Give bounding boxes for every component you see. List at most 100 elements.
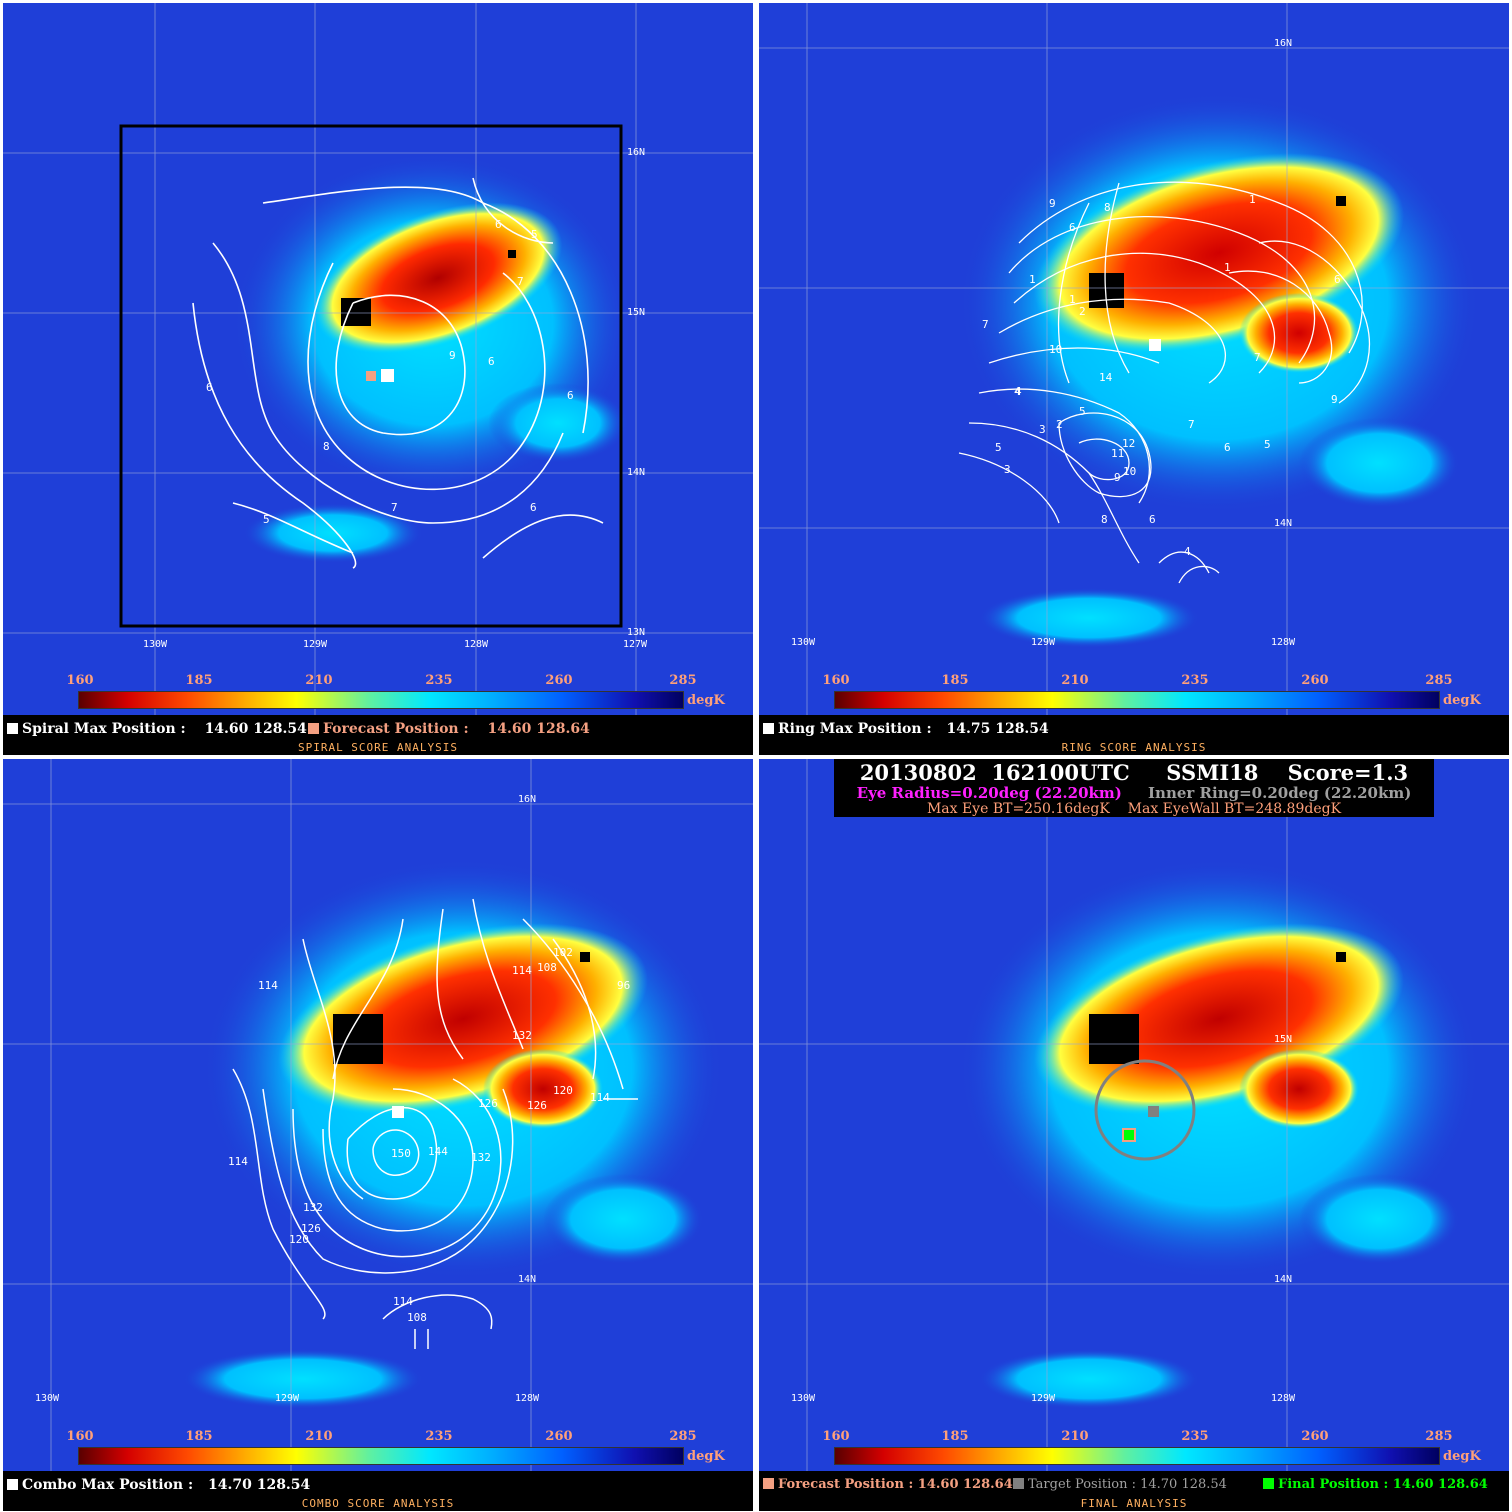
ring-map: 9 8 6 1 1 1 7 10 1 2 7 5 4 3 2 5 14 12 1…	[759, 3, 1509, 715]
contour-label: 3	[1004, 463, 1011, 476]
colorbar-tick: 285	[669, 673, 697, 688]
max-eye-bt: Max Eye BT=250.16degK	[926, 801, 1110, 817]
colorbar	[78, 1447, 684, 1465]
colorbar-tick: 260	[545, 673, 573, 688]
lat-labels: 15N 14N	[1274, 1034, 1292, 1285]
colorbar-unit: degK	[687, 693, 725, 708]
contour-label: 96	[617, 979, 630, 992]
colorbar-tick: 210	[305, 1429, 333, 1444]
svg-text:128W: 128W	[1271, 637, 1296, 648]
contour-label: 1	[1224, 261, 1231, 274]
contour-label: 12	[1122, 437, 1135, 450]
svg-text:14N: 14N	[1274, 1274, 1292, 1285]
combo-max-marker	[392, 1106, 404, 1118]
spiral-max-swatch	[7, 723, 18, 734]
contour-label: 9	[1114, 471, 1121, 484]
inner-ring: Inner Ring=0.20deg (22.20km)	[1148, 784, 1412, 802]
analysis-box	[119, 124, 623, 628]
contour-label: 6	[1224, 441, 1231, 454]
spiral-footer: Spiral Max Position : 14.60 128.54 Forec…	[3, 715, 753, 755]
ring-max-label: Ring Max Position :	[778, 721, 932, 737]
contour-label: 1	[1069, 293, 1076, 306]
colorbar-tick: 285	[1425, 673, 1453, 688]
colorbar	[834, 1447, 1440, 1465]
contour-label: 114	[590, 1091, 610, 1104]
colorbar-tick: 160	[822, 1429, 850, 1444]
colorbar-tick: 260	[545, 1429, 573, 1444]
contour-label: 2	[1079, 305, 1086, 318]
contour-label: 4	[1014, 385, 1021, 398]
forecast-label: Forecast Position :	[323, 721, 469, 737]
colorbar-tick: 285	[1425, 1429, 1453, 1444]
colorbar	[834, 691, 1440, 709]
target-swatch	[1013, 1478, 1024, 1489]
contour-label: 5	[531, 228, 538, 241]
contour-label: 3	[1039, 423, 1046, 436]
contour-label: 2	[1056, 418, 1063, 431]
contour-label: 6	[206, 381, 213, 394]
final-value: 14.60 128.64	[1392, 1477, 1488, 1492]
lat-labels: 16N 14N	[1274, 38, 1292, 529]
contour-label: 6	[1334, 273, 1341, 286]
svg-text:16N: 16N	[1274, 38, 1292, 49]
spiral-max-value: 14.60 128.54	[204, 721, 307, 737]
svg-text:129W: 129W	[275, 1393, 300, 1404]
svg-text:128W: 128W	[464, 639, 489, 650]
contour-label: 114	[512, 964, 532, 977]
panel-title: RING SCORE ANALYSIS	[1061, 741, 1207, 754]
svg-text:128W: 128W	[515, 1393, 540, 1404]
svg-text:129W: 129W	[303, 639, 328, 650]
combo-panel: 114 102 108 114 96 132 120 126 126 114 1…	[3, 759, 753, 1511]
inner-ring-circle	[1094, 1059, 1196, 1161]
contour-label: 9	[1331, 393, 1338, 406]
final-marker	[1122, 1128, 1136, 1142]
colorbar-unit: degK	[687, 1449, 725, 1464]
contour-labels: 114 102 108 114 96 132 120 126 126 114 1…	[228, 946, 630, 1324]
contour-label: 5	[1079, 405, 1086, 418]
forecast-swatch	[763, 1478, 774, 1489]
contour-label: 5	[263, 513, 270, 526]
ring-panel: 9 8 6 1 1 1 7 10 1 2 7 5 4 3 2 5 14 12 1…	[759, 3, 1509, 755]
colorbar-tick: 235	[425, 673, 453, 688]
contour-label: 126	[478, 1097, 498, 1110]
final-label: Final Position :	[1278, 1477, 1389, 1492]
target-label: Target Position :	[1028, 1477, 1136, 1492]
panel-title: FINAL ANALYSIS	[1080, 1497, 1188, 1510]
svg-text:130W: 130W	[143, 639, 168, 650]
colorbar-unit: degK	[1443, 693, 1481, 708]
colorbar-tick: 210	[305, 673, 333, 688]
contour-label: 7	[1188, 418, 1195, 431]
contour-label: 11	[1111, 447, 1124, 460]
colorbar-tick: 285	[669, 1429, 697, 1444]
contour-label: 126	[301, 1222, 321, 1235]
svg-text:127W: 127W	[623, 639, 648, 650]
target-marker	[1148, 1106, 1159, 1117]
contour-label: 6	[530, 501, 537, 514]
lon-labels: 130W 129W 128W	[35, 1393, 540, 1404]
colorbar-tick: 160	[66, 1429, 94, 1444]
colorbar-tick: 185	[941, 1429, 969, 1444]
forecast-swatch	[308, 723, 319, 734]
colorbar-tick: 260	[1301, 673, 1329, 688]
spiral-map: 6 5 7 9 6 6 6 8 7 6 5 16N 15N 14N 13N 13…	[3, 3, 753, 715]
contour-label: 132	[512, 1029, 532, 1042]
contour-label: 108	[537, 961, 557, 974]
final-panel: 15N 14N 130W 129W 128W 20130802 162100UT…	[759, 759, 1509, 1511]
combo-max-swatch	[7, 1479, 18, 1490]
contour-label: 8	[1101, 513, 1108, 526]
final-swatch	[1263, 1478, 1274, 1489]
ring-max-marker	[1149, 339, 1161, 351]
svg-text:15N: 15N	[1274, 1034, 1292, 1045]
contour-label: 132	[303, 1201, 323, 1214]
header-sensor: SSMI18	[1166, 760, 1259, 785]
svg-text:130W: 130W	[35, 1393, 60, 1404]
colorbar-tick: 185	[185, 1429, 213, 1444]
lon-labels: 130W 129W 128W 127W	[143, 639, 648, 650]
contour-label: 14	[1099, 371, 1113, 384]
colorbar-tick: 185	[941, 673, 969, 688]
contour-label: 6	[488, 355, 495, 368]
contour-label: 5	[995, 441, 1002, 454]
spiral-panel: 6 5 7 9 6 6 6 8 7 6 5 16N 15N 14N 13N 13…	[3, 3, 753, 755]
max-eyewall-bt: Max EyeWall BT=248.89degK	[1127, 801, 1342, 817]
contour-label: 120	[289, 1233, 309, 1246]
